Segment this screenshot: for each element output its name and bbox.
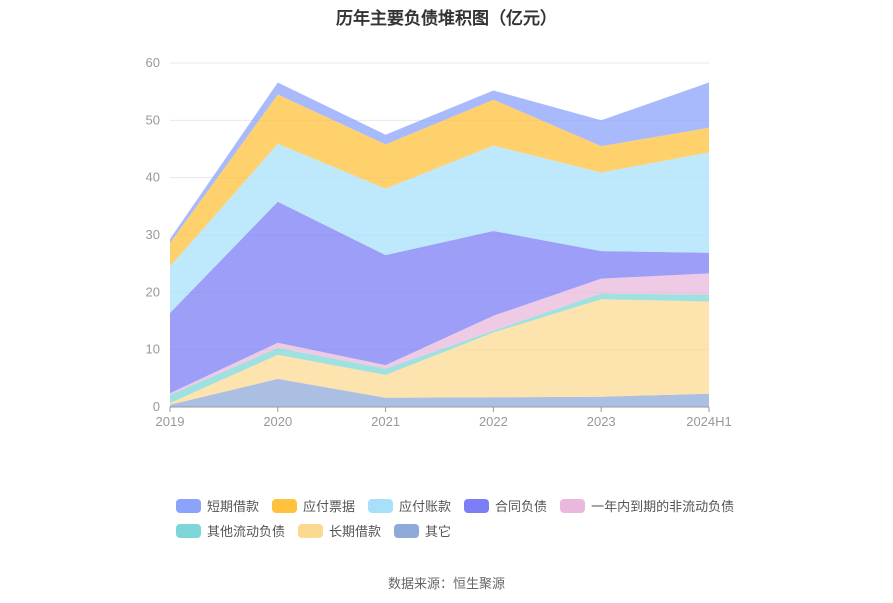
series-area — [170, 143, 709, 313]
legend-label: 合同负债 — [495, 499, 548, 514]
legend-label: 应付票据 — [303, 499, 356, 514]
series-area — [170, 82, 709, 243]
legend-label: 其它 — [425, 524, 452, 539]
x-tick-label: 2019 — [156, 414, 185, 429]
y-tick-label: 20 — [146, 284, 160, 299]
y-tick-label: 60 — [146, 55, 160, 70]
legend-label: 长期借款 — [329, 524, 382, 539]
series-area — [170, 293, 709, 403]
legend-item[interactable]: 合同负债 — [464, 496, 547, 515]
legend-swatch — [464, 498, 490, 513]
legend-swatch — [176, 523, 201, 538]
legend-swatch — [298, 523, 324, 538]
legend-label: 其他流动负债 — [207, 524, 286, 539]
series-area — [170, 201, 709, 394]
series-area — [170, 273, 709, 395]
x-tick-label: 2021 — [371, 414, 400, 429]
legend: 短期借款 应付票据 应付账款 合同负债 一年内到期的非流动负债其他流动负债 长期借款 其它 — [176, 496, 776, 546]
legend-label: 一年内到期的非流动负债 — [591, 499, 735, 514]
chart-title: 历年主要负债堆积图（亿元） — [336, 9, 557, 28]
legend-item[interactable]: 短期借款 — [176, 496, 259, 515]
legend-swatch — [272, 498, 298, 513]
x-tick-label: 2024H1 — [686, 414, 732, 429]
legend-swatch — [560, 498, 586, 513]
legend-label: 短期借款 — [207, 499, 260, 514]
area-series — [170, 82, 709, 407]
y-tick-label: 30 — [146, 227, 160, 242]
legend-swatch — [176, 498, 201, 513]
x-tick-label: 2023 — [587, 414, 616, 429]
y-tick-label: 0 — [153, 399, 160, 414]
y-tick-label: 10 — [146, 342, 160, 357]
legend-item[interactable]: 长期借款 — [298, 521, 381, 540]
data-source: 数据来源：恒生聚源 — [387, 576, 505, 591]
x-tick-label: 2020 — [263, 414, 292, 429]
legend-item[interactable]: 应付票据 — [272, 496, 355, 515]
legend-item[interactable]: 应付账款 — [368, 496, 451, 515]
legend-label: 应付账款 — [399, 499, 452, 514]
legend-swatch — [394, 523, 420, 538]
legend-swatch — [368, 498, 394, 513]
y-tick-label: 40 — [146, 170, 160, 185]
series-area — [170, 299, 709, 405]
series-area — [170, 378, 709, 407]
axes: 0 10 20 30 40 50 60 2019 2020 2021 2022 2023 2024H1 — [146, 55, 732, 429]
legend-item[interactable]: 其它 — [394, 521, 451, 540]
legend-item[interactable]: 其他流动负债 — [176, 521, 285, 540]
series-area — [170, 94, 709, 267]
legend-item[interactable]: 一年内到期的非流动负债 — [560, 496, 734, 515]
y-tick-label: 50 — [146, 112, 160, 127]
x-tick-label: 2022 — [479, 414, 508, 429]
